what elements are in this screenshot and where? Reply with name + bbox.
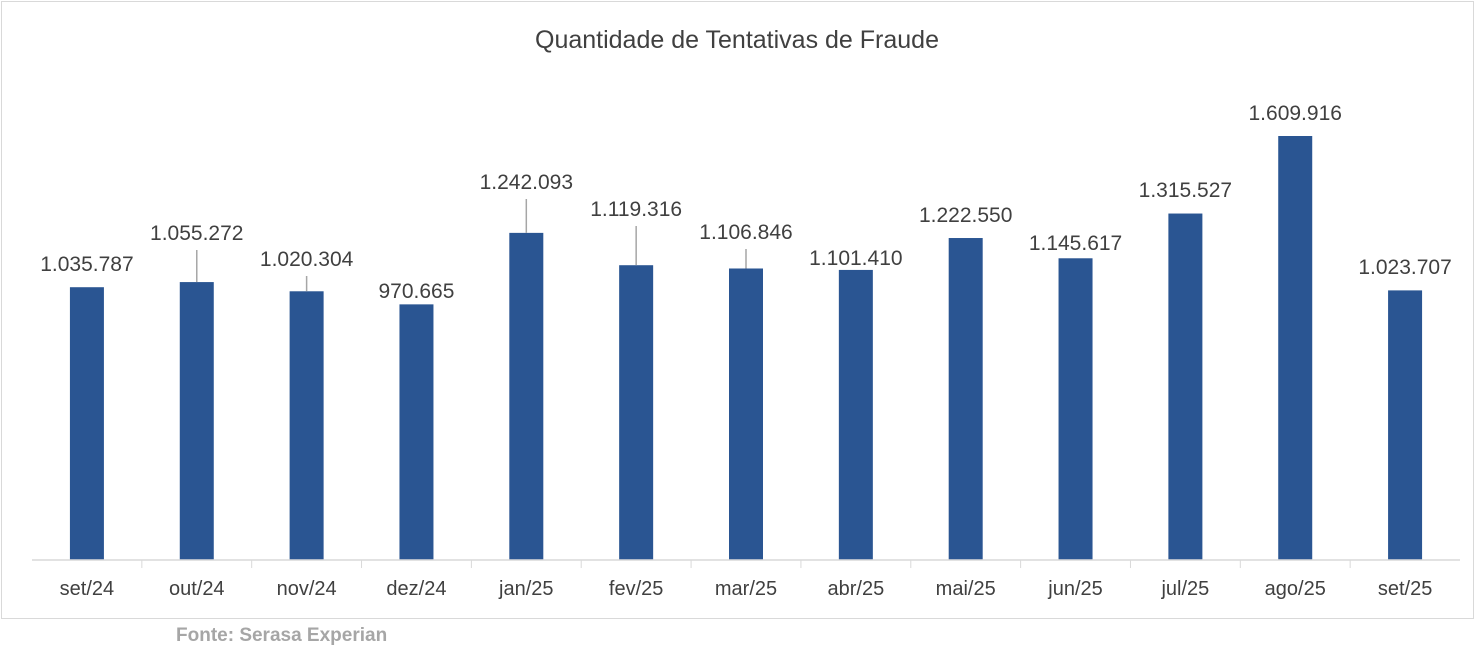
bar — [399, 304, 434, 560]
bar — [619, 265, 654, 560]
data-label: 970.665 — [379, 280, 455, 303]
source-note: Fonte: Serasa Experian — [176, 625, 388, 646]
bar — [179, 282, 214, 560]
x-tick-label: mar/25 — [715, 578, 777, 600]
x-tick-label: ago/25 — [1265, 578, 1326, 600]
bar — [948, 238, 983, 561]
data-label: 1.106.846 — [699, 221, 792, 244]
bar — [1388, 290, 1423, 560]
data-label: 1.101.410 — [809, 247, 902, 270]
x-tick-label: jan/25 — [498, 578, 554, 600]
bar — [1058, 258, 1093, 560]
bar — [838, 269, 873, 560]
bar — [69, 287, 104, 560]
x-tick-label: set/24 — [60, 578, 114, 600]
data-label: 1.315.527 — [1139, 179, 1232, 202]
bar-chart: Quantidade de Tentativas de Fraude 1.035… — [32, 26, 1460, 600]
data-label: 1.035.787 — [40, 253, 133, 276]
data-label: 1.242.093 — [480, 171, 573, 194]
bar — [509, 232, 544, 560]
chart-frame — [1, 1, 1474, 619]
bar — [1168, 213, 1203, 560]
chart-title: Quantidade de Tentativas de Fraude — [535, 26, 939, 54]
x-tick-label: fev/25 — [609, 578, 663, 600]
bar — [1278, 136, 1313, 560]
data-label: 1.119.316 — [590, 198, 682, 221]
x-tick-label: set/25 — [1378, 578, 1432, 600]
x-tick-label: out/24 — [169, 578, 225, 600]
bar — [729, 268, 763, 560]
data-label: 1.609.916 — [1249, 102, 1342, 125]
data-label: 1.055.272 — [150, 222, 243, 245]
data-label: 1.222.550 — [919, 204, 1012, 227]
bar — [289, 291, 324, 560]
x-tick-label: nov/24 — [277, 578, 337, 600]
data-label: 1.145.617 — [1029, 232, 1122, 255]
x-tick-label: abr/25 — [827, 578, 884, 600]
x-tick-label: jun/25 — [1047, 578, 1103, 600]
x-tick-label: jul/25 — [1160, 578, 1209, 600]
x-tick-label: dez/24 — [386, 578, 446, 600]
data-label: 1.023.707 — [1358, 256, 1451, 279]
x-tick-label: mai/25 — [936, 578, 996, 600]
data-label: 1.020.304 — [260, 248, 354, 271]
